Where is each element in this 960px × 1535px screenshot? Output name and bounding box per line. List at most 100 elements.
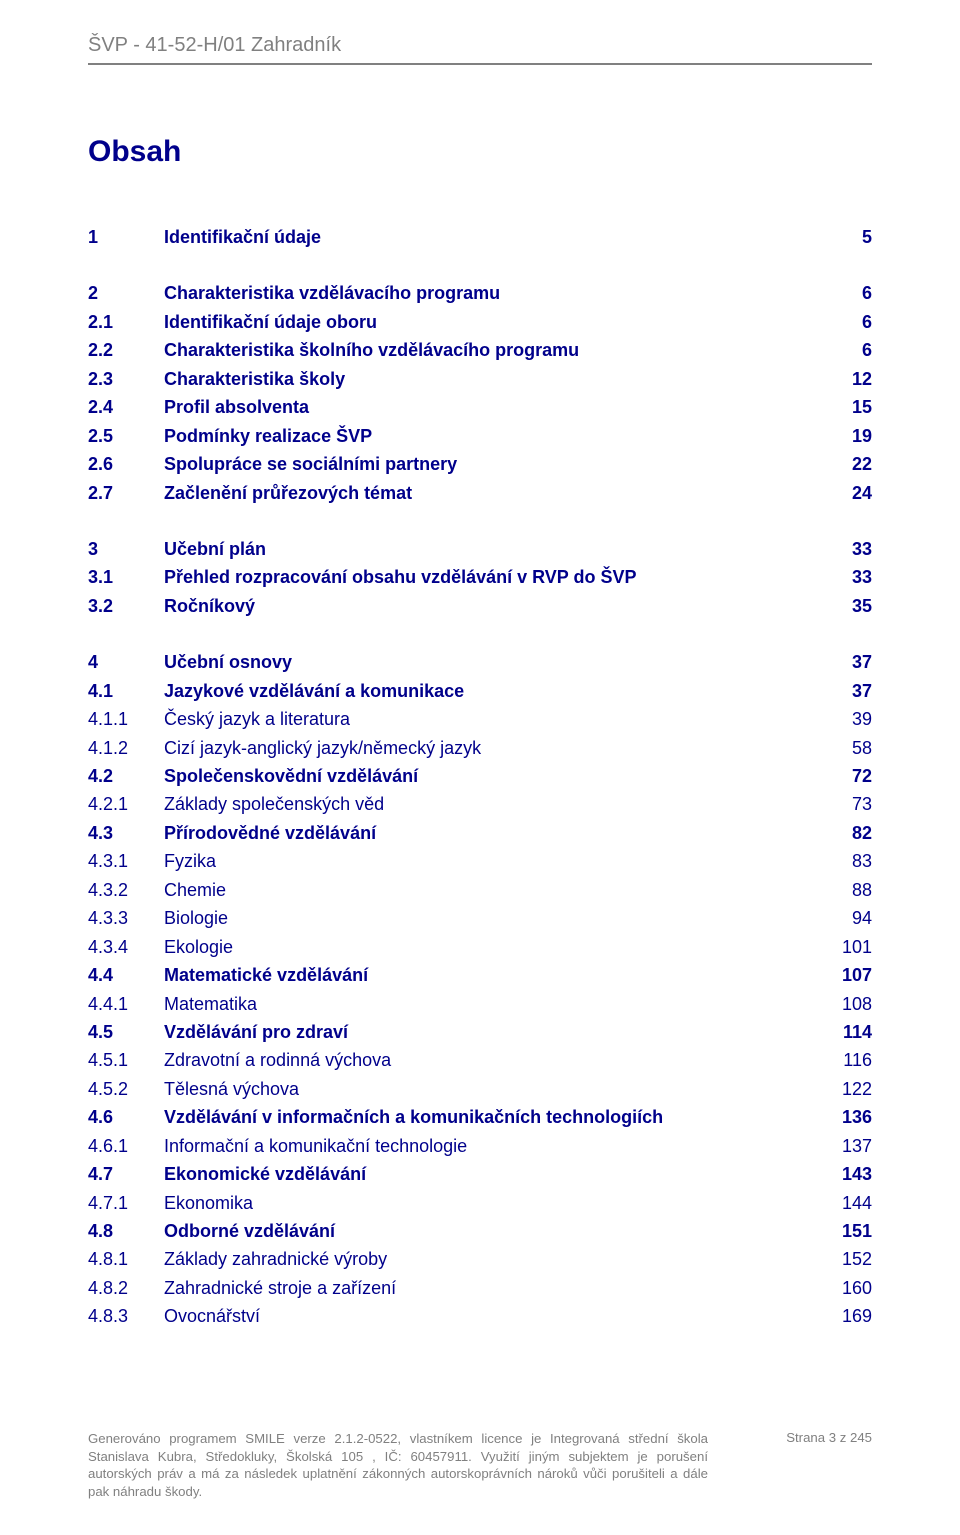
toc-entry-page: 22 — [824, 450, 872, 478]
toc-entry[interactable]: 4.8.2Zahradnické stroje a zařízení160 — [88, 1274, 872, 1302]
toc-entry-title: Vzdělávání v informačních a komunikačníc… — [164, 1103, 824, 1131]
toc-entry[interactable]: 4.3.4Ekologie101 — [88, 933, 872, 961]
toc-entry-page: 83 — [824, 847, 872, 875]
toc-entry[interactable]: 4.2.1Základy společenských věd73 — [88, 790, 872, 818]
toc-entry-number: 4.4.1 — [88, 990, 164, 1018]
toc-entry-page: 6 — [824, 336, 872, 364]
toc-entry[interactable]: 2.1Identifikační údaje oboru6 — [88, 308, 872, 336]
toc-entry[interactable]: 2.3Charakteristika školy12 — [88, 365, 872, 393]
toc-entry-number: 4.3 — [88, 819, 164, 847]
toc-entry-title: Ročníkový — [164, 592, 824, 620]
toc-entry-number: 4.2.1 — [88, 790, 164, 818]
toc-entry-title: Profil absolventa — [164, 393, 824, 421]
toc-entry-number: 2.5 — [88, 422, 164, 450]
toc-entry[interactable]: 2.6Spolupráce se sociálními partnery22 — [88, 450, 872, 478]
toc-entry-number: 4.8.3 — [88, 1302, 164, 1330]
toc-entry-number: 4.7.1 — [88, 1189, 164, 1217]
toc-entry[interactable]: 2Charakteristika vzdělávacího programu6 — [88, 279, 872, 307]
toc-entry[interactable]: 3.2Ročníkový35 — [88, 592, 872, 620]
toc-entry-number: 4.3.3 — [88, 904, 164, 932]
toc-entry-title: Vzdělávání pro zdraví — [164, 1018, 824, 1046]
toc-entry-page: 122 — [824, 1075, 872, 1103]
toc-entry-page: 12 — [824, 365, 872, 393]
toc-entry-number: 2.7 — [88, 479, 164, 507]
toc-block-gap — [88, 507, 872, 535]
toc-entry-page: 39 — [824, 705, 872, 733]
toc-entry-number: 4.6.1 — [88, 1132, 164, 1160]
toc-entry[interactable]: 4.3.3Biologie94 — [88, 904, 872, 932]
toc-entry-page: 33 — [824, 563, 872, 591]
toc-entry-number: 3.2 — [88, 592, 164, 620]
toc-entry-title: Ovocnářství — [164, 1302, 824, 1330]
toc-entry[interactable]: 4.6Vzdělávání v informačních a komunikač… — [88, 1103, 872, 1131]
toc-entry-page: 6 — [824, 308, 872, 336]
toc-entry-title: Charakteristika vzdělávacího programu — [164, 279, 824, 307]
toc-entry-page: 15 — [824, 393, 872, 421]
toc-entry[interactable]: 4.1.1Český jazyk a literatura39 — [88, 705, 872, 733]
toc-entry-title: Ekonomické vzdělávání — [164, 1160, 824, 1188]
toc-entry-page: 35 — [824, 592, 872, 620]
toc-entry-title: Jazykové vzdělávání a komunikace — [164, 677, 824, 705]
toc-entry[interactable]: 4.6.1Informační a komunikační technologi… — [88, 1132, 872, 1160]
toc-entry[interactable]: 4.8Odborné vzdělávání151 — [88, 1217, 872, 1245]
toc-entry[interactable]: 3Učební plán33 — [88, 535, 872, 563]
toc-entry-page: 37 — [824, 677, 872, 705]
toc-entry[interactable]: 4.3.1Fyzika83 — [88, 847, 872, 875]
toc-entry-title: Matematika — [164, 990, 824, 1018]
toc-entry-title: Tělesná výchova — [164, 1075, 824, 1103]
toc-entry-number: 4.8.1 — [88, 1245, 164, 1273]
toc-entry-title: Učební plán — [164, 535, 824, 563]
toc-entry[interactable]: 2.5Podmínky realizace ŠVP19 — [88, 422, 872, 450]
toc-entry-page: 33 — [824, 535, 872, 563]
toc-entry[interactable]: 4.1.2Cizí jazyk-anglický jazyk/německý j… — [88, 734, 872, 762]
toc-entry[interactable]: 4.1Jazykové vzdělávání a komunikace37 — [88, 677, 872, 705]
toc-entry[interactable]: 2.4Profil absolventa15 — [88, 393, 872, 421]
table-of-contents: 1Identifikační údaje5 2Charakteristika vz… — [88, 223, 872, 1331]
toc-entry-number: 4.1 — [88, 677, 164, 705]
toc-entry-title: Spolupráce se sociálními partnery — [164, 450, 824, 478]
toc-entry-title: Biologie — [164, 904, 824, 932]
toc-entry-page: 88 — [824, 876, 872, 904]
toc-entry-number: 4.1.1 — [88, 705, 164, 733]
toc-entry-number: 3.1 — [88, 563, 164, 591]
toc-entry-title: Informační a komunikační technologie — [164, 1132, 824, 1160]
toc-entry-title: Zahradnické stroje a zařízení — [164, 1274, 824, 1302]
toc-entry-number: 4.7 — [88, 1160, 164, 1188]
toc-entry-number: 3 — [88, 535, 164, 563]
toc-entry[interactable]: 2.7Začlenění průřezových témat24 — [88, 479, 872, 507]
document-page: ŠVP - 41-52-H/01 Zahradník Obsah 1Identi… — [0, 0, 960, 1535]
toc-entry-title: Identifikační údaje — [164, 223, 824, 251]
toc-entry[interactable]: 4.5.2Tělesná výchova122 — [88, 1075, 872, 1103]
header-title: ŠVP - 41-52-H/01 Zahradník — [88, 34, 872, 57]
toc-entry[interactable]: 4.5.1Zdravotní a rodinná výchova116 — [88, 1046, 872, 1074]
toc-entry-page: 160 — [824, 1274, 872, 1302]
toc-entry[interactable]: 4.4Matematické vzdělávání107 — [88, 961, 872, 989]
toc-block-gap — [88, 620, 872, 648]
toc-entry-title: Základy zahradnické výroby — [164, 1245, 824, 1273]
toc-entry[interactable]: 4.2Společenskovědní vzdělávání72 — [88, 762, 872, 790]
toc-entry[interactable]: 4.4.1Matematika108 — [88, 990, 872, 1018]
toc-entry-number: 4.8.2 — [88, 1274, 164, 1302]
toc-entry-title: Charakteristika školního vzdělávacího pr… — [164, 336, 824, 364]
toc-entry-page: 72 — [824, 762, 872, 790]
toc-entry-title: Společenskovědní vzdělávání — [164, 762, 824, 790]
toc-entry[interactable]: 4.5Vzdělávání pro zdraví114 — [88, 1018, 872, 1046]
toc-entry[interactable]: 3.1Přehled rozpracování obsahu vzděláván… — [88, 563, 872, 591]
toc-entry[interactable]: 2.2Charakteristika školního vzdělávacího… — [88, 336, 872, 364]
page-header: ŠVP - 41-52-H/01 Zahradník — [88, 34, 872, 65]
toc-entry[interactable]: 4.3Přírodovědné vzdělávání82 — [88, 819, 872, 847]
toc-entry-page: 19 — [824, 422, 872, 450]
toc-entry[interactable]: 1Identifikační údaje5 — [88, 223, 872, 251]
toc-entry-title: Začlenění průřezových témat — [164, 479, 824, 507]
toc-entry-page: 108 — [824, 990, 872, 1018]
toc-entry[interactable]: 4.3.2Chemie88 — [88, 876, 872, 904]
toc-entry-page: 143 — [824, 1160, 872, 1188]
toc-entry[interactable]: 4Učební osnovy37 — [88, 648, 872, 676]
toc-entry[interactable]: 4.7.1Ekonomika144 — [88, 1189, 872, 1217]
toc-entry[interactable]: 4.8.3Ovocnářství169 — [88, 1302, 872, 1330]
toc-entry-title: Přehled rozpracování obsahu vzdělávání v… — [164, 563, 824, 591]
toc-entry-page: 151 — [824, 1217, 872, 1245]
toc-entry[interactable]: 4.7Ekonomické vzdělávání143 — [88, 1160, 872, 1188]
toc-entry[interactable]: 4.8.1Základy zahradnické výroby152 — [88, 1245, 872, 1273]
toc-entry-number: 2.6 — [88, 450, 164, 478]
